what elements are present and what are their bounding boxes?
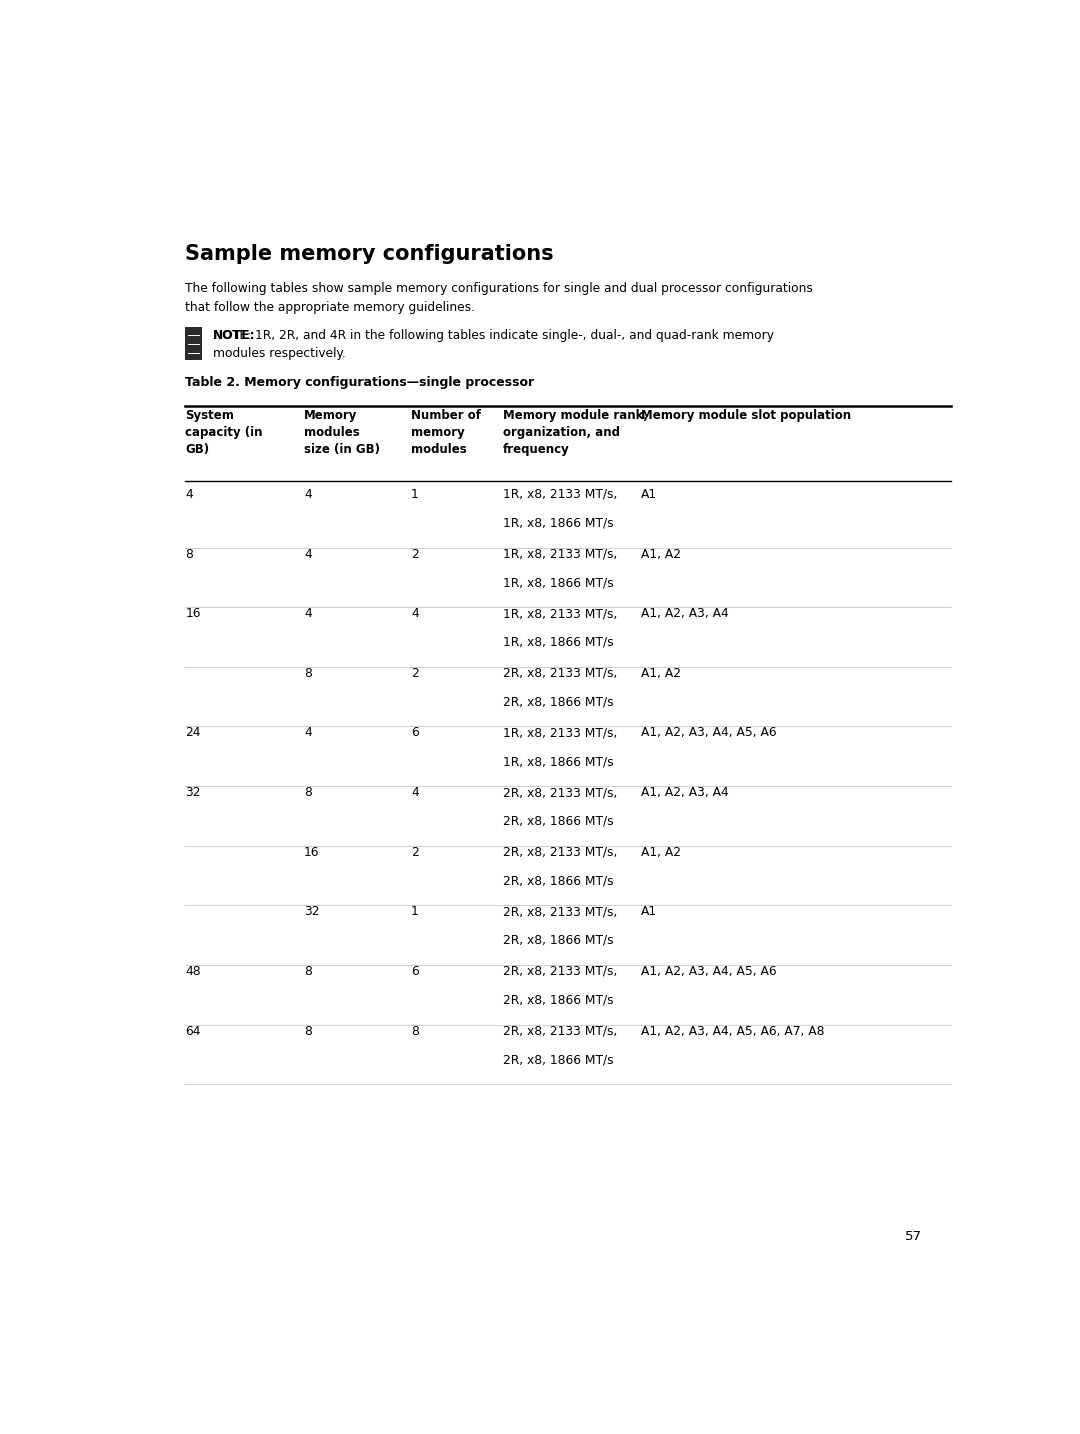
- Text: 2R, x8, 1866 MT/s: 2R, x8, 1866 MT/s: [503, 875, 613, 888]
- Text: System
capacity (in
GB): System capacity (in GB): [186, 410, 262, 456]
- Text: 8: 8: [303, 1024, 312, 1038]
- Text: 4: 4: [303, 727, 312, 740]
- Text: 1R, x8, 1866 MT/s: 1R, x8, 1866 MT/s: [503, 635, 613, 648]
- Text: 6: 6: [411, 727, 419, 740]
- Text: 8: 8: [303, 965, 312, 978]
- Text: A1, A2, A3, A4, A5, A6: A1, A2, A3, A4, A5, A6: [640, 965, 777, 978]
- Text: 1R, x8, 1866 MT/s: 1R, x8, 1866 MT/s: [503, 516, 613, 529]
- Text: 2R, x8, 1866 MT/s: 2R, x8, 1866 MT/s: [503, 1053, 613, 1067]
- Text: Table 2. Memory configurations—single processor: Table 2. Memory configurations—single pr…: [186, 376, 535, 390]
- Text: 2R, x8, 1866 MT/s: 2R, x8, 1866 MT/s: [503, 994, 613, 1007]
- Text: 6: 6: [411, 965, 419, 978]
- Text: The following tables show sample memory configurations for single and dual proce: The following tables show sample memory …: [186, 282, 813, 314]
- Text: 2R, x8, 2133 MT/s,: 2R, x8, 2133 MT/s,: [503, 965, 618, 978]
- FancyBboxPatch shape: [186, 327, 202, 360]
- Text: 1R, x8, 1866 MT/s: 1R, x8, 1866 MT/s: [503, 576, 613, 589]
- Text: Sample memory configurations: Sample memory configurations: [186, 244, 554, 264]
- Text: 2R, x8, 1866 MT/s: 2R, x8, 1866 MT/s: [503, 695, 613, 708]
- Text: 48: 48: [186, 965, 201, 978]
- Text: 2R, x8, 2133 MT/s,: 2R, x8, 2133 MT/s,: [503, 667, 618, 680]
- Text: 2R, x8, 1866 MT/s: 2R, x8, 1866 MT/s: [503, 934, 613, 946]
- Text: 4: 4: [411, 607, 419, 619]
- Text: A1, A2, A3, A4: A1, A2, A3, A4: [640, 786, 729, 799]
- Text: 32: 32: [186, 786, 201, 799]
- Text: A1, A2: A1, A2: [640, 846, 680, 859]
- Text: 64: 64: [186, 1024, 201, 1038]
- Text: 2R, x8, 2133 MT/s,: 2R, x8, 2133 MT/s,: [503, 1024, 618, 1038]
- Text: Memory module slot population: Memory module slot population: [640, 410, 851, 423]
- Text: 24: 24: [186, 727, 201, 740]
- Text: 2: 2: [411, 667, 419, 680]
- Text: Memory module rank,
organization, and
frequency: Memory module rank, organization, and fr…: [503, 410, 648, 456]
- Text: NOTE: 1R, 2R, and 4R in the following tables indicate single-, dual-, and quad-r: NOTE: 1R, 2R, and 4R in the following ta…: [213, 328, 774, 360]
- Text: 2: 2: [411, 846, 419, 859]
- Text: 4: 4: [303, 607, 312, 619]
- Text: 4: 4: [303, 548, 312, 561]
- Text: 2: 2: [411, 548, 419, 561]
- Text: 4: 4: [411, 786, 419, 799]
- Text: 4: 4: [303, 488, 312, 500]
- Text: 8: 8: [186, 548, 193, 561]
- Text: 1: 1: [411, 905, 419, 918]
- Text: 1R, x8, 2133 MT/s,: 1R, x8, 2133 MT/s,: [503, 548, 618, 561]
- Text: 2R, x8, 1866 MT/s: 2R, x8, 1866 MT/s: [503, 815, 613, 827]
- Text: A1, A2, A3, A4, A5, A6: A1, A2, A3, A4, A5, A6: [640, 727, 777, 740]
- Text: 2R, x8, 2133 MT/s,: 2R, x8, 2133 MT/s,: [503, 846, 618, 859]
- Text: Number of
memory
modules: Number of memory modules: [411, 410, 482, 456]
- Text: 2R, x8, 2133 MT/s,: 2R, x8, 2133 MT/s,: [503, 905, 618, 918]
- Text: 2R, x8, 2133 MT/s,: 2R, x8, 2133 MT/s,: [503, 786, 618, 799]
- Text: A1, A2: A1, A2: [640, 667, 680, 680]
- Text: Memory
modules
size (in GB): Memory modules size (in GB): [303, 410, 380, 456]
- Text: 1: 1: [411, 488, 419, 500]
- Text: 8: 8: [411, 1024, 419, 1038]
- Text: 16: 16: [303, 846, 320, 859]
- Text: 16: 16: [186, 607, 201, 619]
- Text: A1: A1: [640, 488, 657, 500]
- Text: A1, A2: A1, A2: [640, 548, 680, 561]
- Text: 32: 32: [303, 905, 320, 918]
- Text: A1, A2, A3, A4, A5, A6, A7, A8: A1, A2, A3, A4, A5, A6, A7, A8: [640, 1024, 824, 1038]
- Text: 1R, x8, 2133 MT/s,: 1R, x8, 2133 MT/s,: [503, 607, 618, 619]
- Text: 1R, x8, 2133 MT/s,: 1R, x8, 2133 MT/s,: [503, 488, 618, 500]
- Text: 1R, x8, 2133 MT/s,: 1R, x8, 2133 MT/s,: [503, 727, 618, 740]
- Text: A1, A2, A3, A4: A1, A2, A3, A4: [640, 607, 729, 619]
- Text: 4: 4: [186, 488, 193, 500]
- Text: 1R, x8, 1866 MT/s: 1R, x8, 1866 MT/s: [503, 756, 613, 769]
- Text: 57: 57: [905, 1230, 922, 1243]
- Text: 8: 8: [303, 667, 312, 680]
- Text: A1: A1: [640, 905, 657, 918]
- Text: NOTE:: NOTE:: [213, 328, 256, 341]
- Text: 8: 8: [303, 786, 312, 799]
